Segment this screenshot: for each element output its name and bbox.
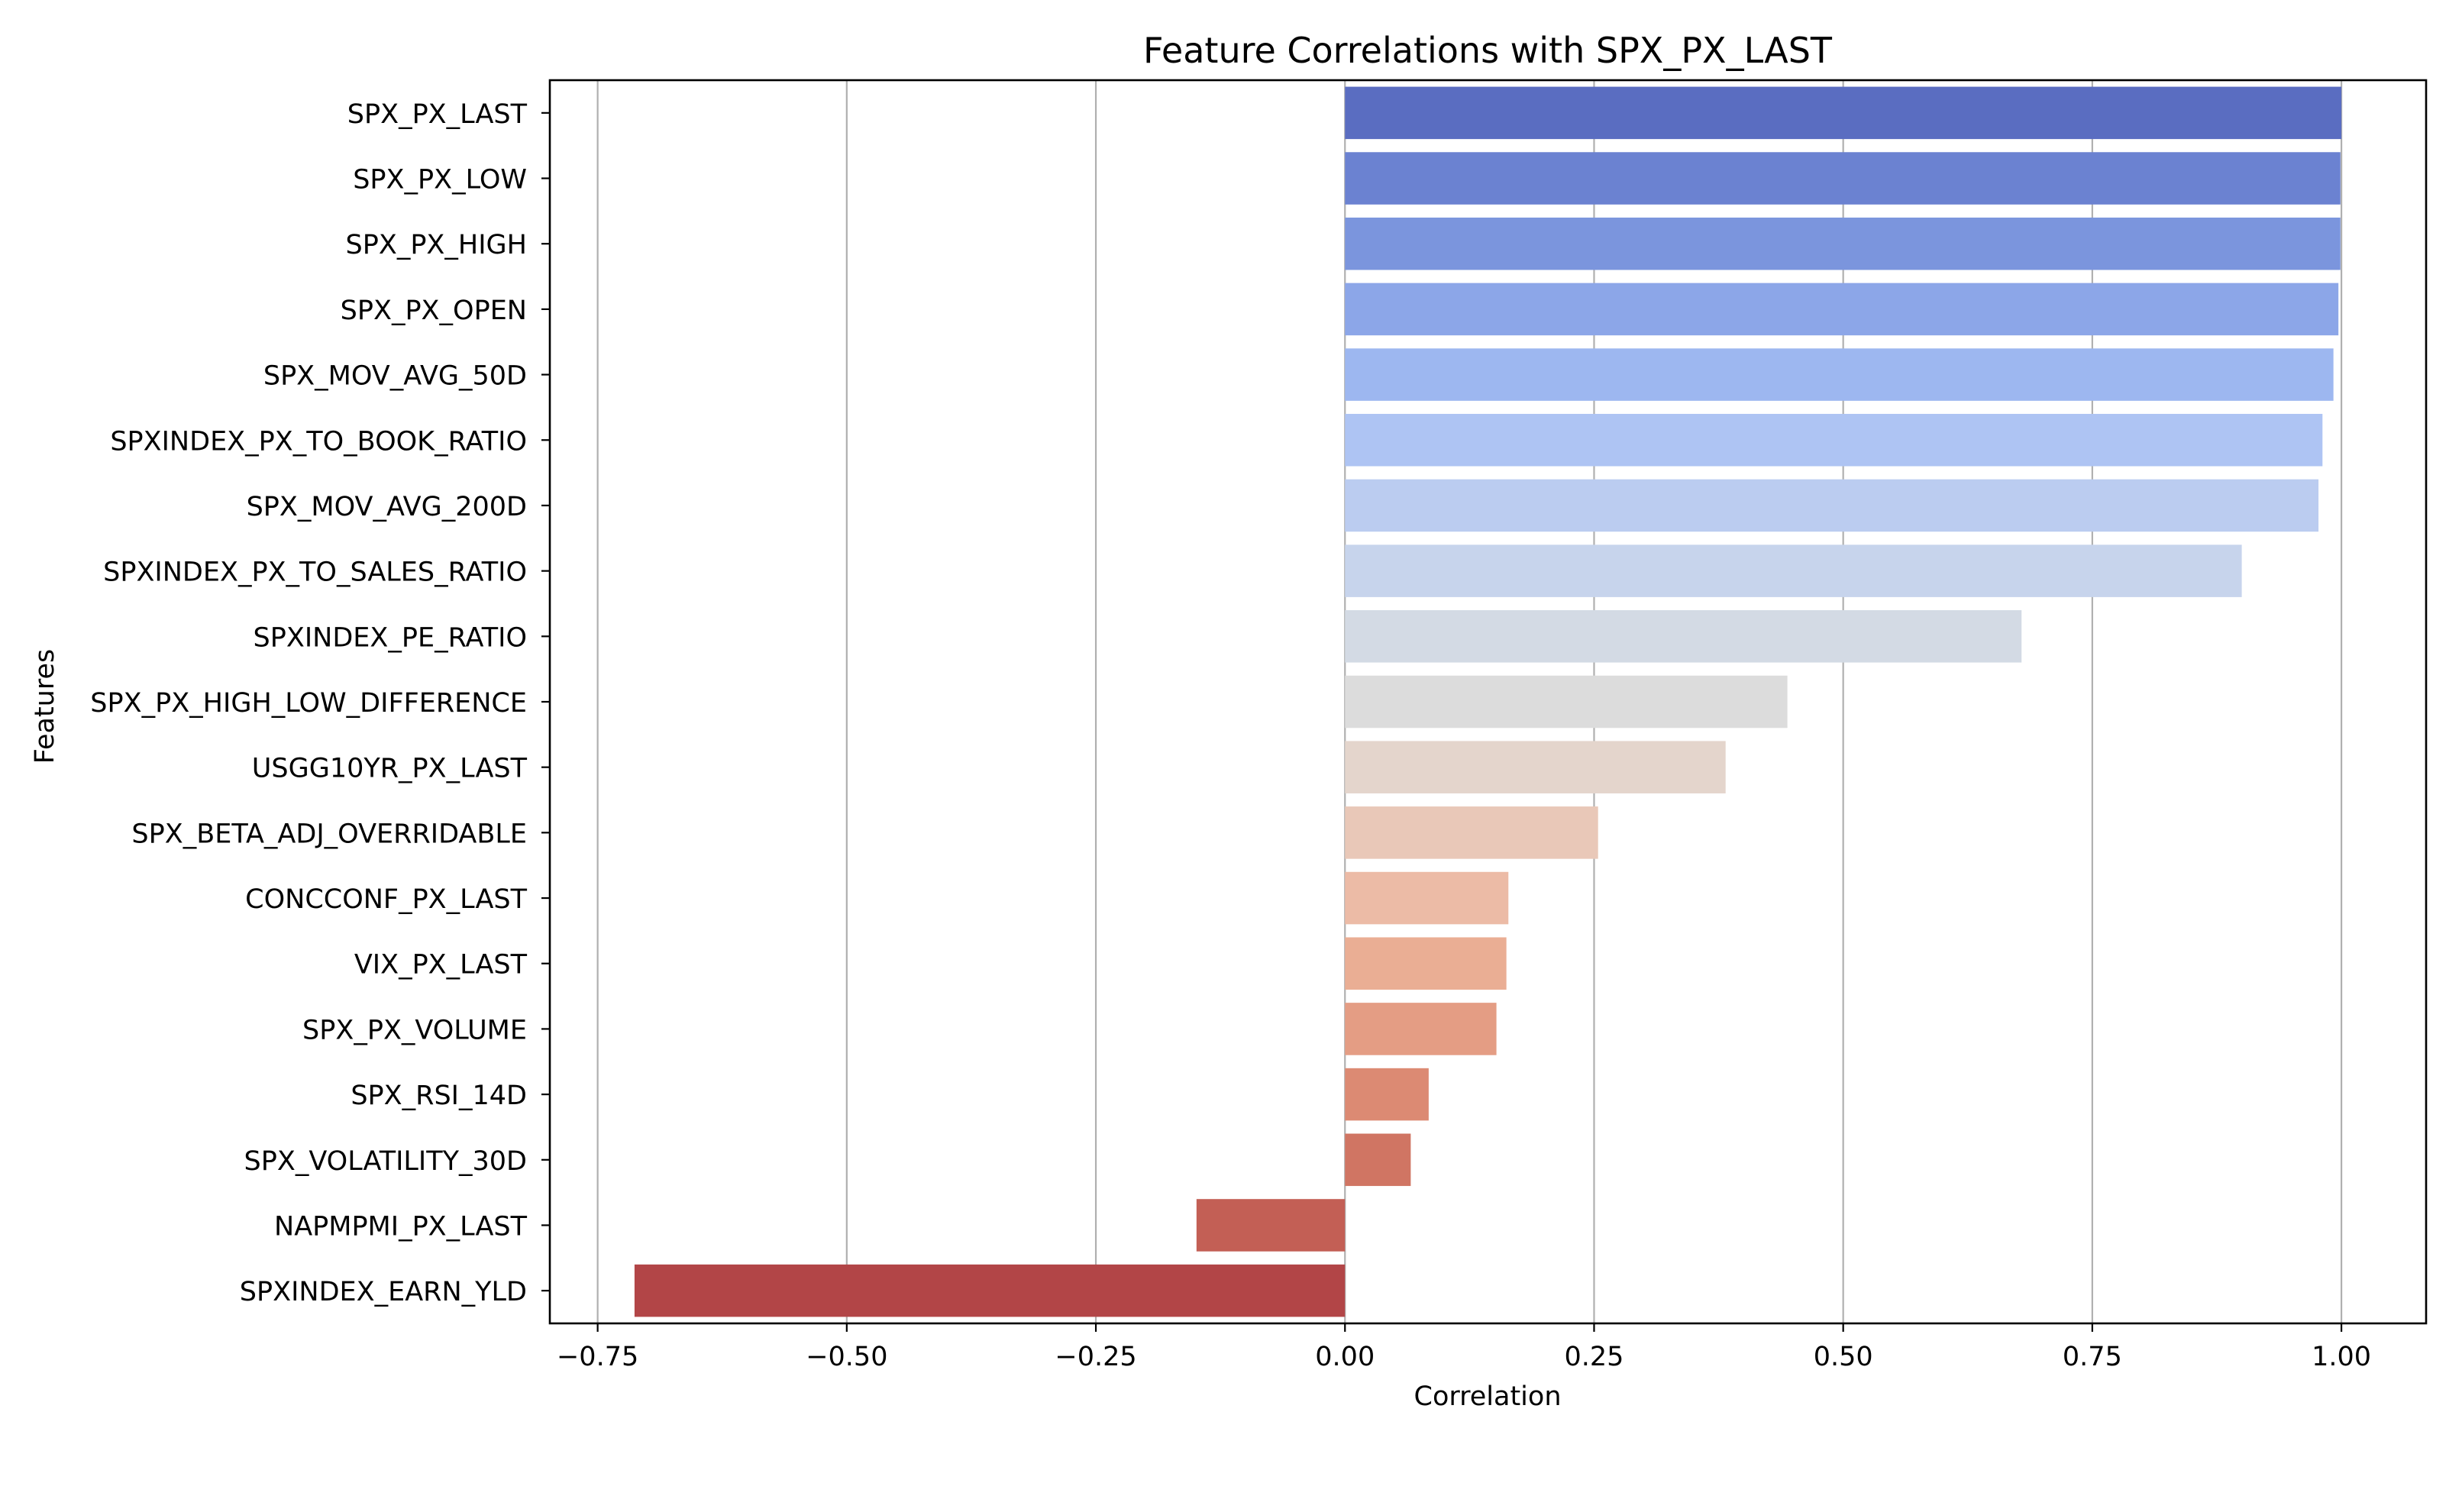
- y-axis-ticks: SPX_PX_LAST SPX_PX_LOW SPX_PX_HIGH SPX_PX_O…: [90, 99, 550, 1307]
- bar-spx-px-last: [1345, 86, 2342, 140]
- bar-spxindex-pe-ratio: [1345, 610, 2022, 663]
- x-tick-label: −0.25: [1055, 1342, 1136, 1372]
- y-tick-label: SPX_PX_OPEN: [341, 296, 527, 326]
- bar-spx-px-open: [1345, 283, 2339, 336]
- x-tick-label: 0.75: [2063, 1342, 2122, 1372]
- y-tick-label: SPX_BETA_ADJ_OVERRIDABLE: [131, 819, 527, 849]
- y-tick-label: SPXINDEX_PX_TO_SALES_RATIO: [103, 557, 527, 588]
- y-tick-label: SPXINDEX_PE_RATIO: [254, 622, 527, 653]
- y-tick-label: VIX_PX_LAST: [354, 950, 528, 981]
- y-tick-label: SPX_VOLATILITY_30D: [244, 1146, 527, 1177]
- y-tick-label: SPX_MOV_AVG_50D: [263, 361, 527, 392]
- y-tick-label: SPX_PX_HIGH_LOW_DIFFERENCE: [90, 688, 527, 719]
- y-tick-label: SPX_PX_LAST: [347, 99, 528, 130]
- chart-title: Feature Correlations with SPX_PX_LAST: [1143, 30, 1833, 71]
- bar-vix-px-last: [1345, 937, 1507, 990]
- bar-concconf-px-last: [1345, 871, 1509, 925]
- x-axis-ticks: −0.75 −0.50 −0.25 0.00 0.25 0.50 0.75 1.00: [557, 1323, 2371, 1372]
- y-tick-label: SPX_PX_LOW: [353, 165, 527, 195]
- bar-spx-mov-avg-200d: [1345, 479, 2319, 532]
- bar-spxindex-px-to-book-ratio: [1345, 413, 2323, 467]
- y-tick-label: USGG10YR_PX_LAST: [252, 754, 528, 784]
- y-tick-label: SPXINDEX_PX_TO_BOOK_RATIO: [110, 426, 527, 457]
- x-axis-label: Correlation: [1414, 1381, 1562, 1412]
- y-tick-label: NAPMPMI_PX_LAST: [274, 1211, 528, 1242]
- bar-spx-px-low: [1345, 152, 2341, 205]
- y-tick-label: SPX_MOV_AVG_200D: [247, 492, 527, 522]
- bar-napmpmi-px-last: [1196, 1199, 1346, 1252]
- x-tick-label: −0.75: [557, 1342, 638, 1372]
- bar-spx-px-high: [1345, 217, 2341, 270]
- bar-spx-px-high-low-difference: [1345, 675, 1788, 729]
- bar-spx-rsi-14d: [1345, 1068, 1429, 1121]
- x-tick-label: 1.00: [2312, 1342, 2371, 1372]
- y-tick-label: SPX_PX_VOLUME: [302, 1015, 527, 1045]
- bar-spxindex-px-to-sales-ratio: [1345, 544, 2242, 597]
- y-tick-label: SPX_RSI_14D: [351, 1081, 527, 1111]
- bar-spxindex-earn-yld: [634, 1264, 1346, 1317]
- y-tick-label: SPXINDEX_EARN_YLD: [240, 1277, 527, 1307]
- x-tick-label: −0.50: [806, 1342, 887, 1372]
- bar-spx-volatility-30d: [1345, 1133, 1411, 1187]
- bar-spx-mov-avg-50d: [1345, 348, 2334, 401]
- bar-spx-beta-adj-overridable: [1345, 806, 1598, 859]
- bar-usgg10yr-px-last: [1345, 741, 1726, 793]
- x-tick-label: 0.50: [1814, 1342, 1873, 1372]
- x-tick-label: 0.00: [1315, 1342, 1375, 1372]
- y-axis-label: Features: [30, 649, 60, 764]
- y-tick-label: SPX_PX_HIGH: [346, 230, 527, 260]
- y-tick-label: CONCCONF_PX_LAST: [245, 884, 527, 915]
- x-tick-label: 0.25: [1564, 1342, 1624, 1372]
- bar-spx-px-volume: [1345, 1003, 1497, 1055]
- bars: [634, 86, 2342, 1317]
